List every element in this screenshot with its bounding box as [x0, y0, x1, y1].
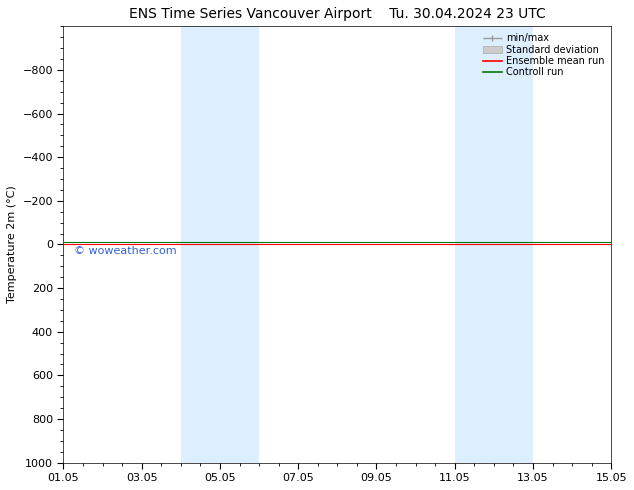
Y-axis label: Temperature 2m (°C): Temperature 2m (°C) — [7, 186, 17, 303]
Bar — [455, 26, 533, 463]
Title: ENS Time Series Vancouver Airport    Tu. 30.04.2024 23 UTC: ENS Time Series Vancouver Airport Tu. 30… — [129, 7, 546, 21]
Text: © woweather.com: © woweather.com — [74, 246, 177, 256]
Bar — [181, 26, 259, 463]
Legend: min/max, Standard deviation, Ensemble mean run, Controll run: min/max, Standard deviation, Ensemble me… — [481, 31, 606, 79]
